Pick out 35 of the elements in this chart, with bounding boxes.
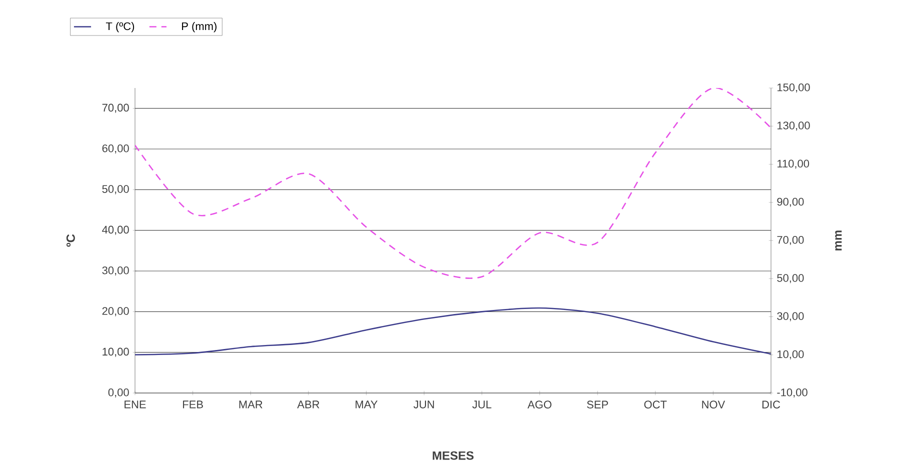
line-series — [135, 307, 772, 356]
legend-label: T (ºC) — [106, 22, 134, 32]
y-tick-label: 70,00 — [102, 104, 129, 113]
y2-tick-label: 110,00 — [778, 160, 810, 169]
x-tick-label: FEB — [183, 400, 203, 408]
y-tick-label: 50,00 — [102, 185, 129, 194]
y2-tick-label: 150,00 — [778, 83, 810, 93]
y2-tick-label: -10,00 — [777, 388, 808, 398]
y2-tick-label: 90,00 — [777, 198, 804, 207]
y-tick-label: 30,00 — [102, 266, 129, 276]
x-tick-label: SEP — [587, 400, 608, 408]
y-tick-label: 40,00 — [102, 226, 129, 235]
x-tick-label: NOV — [702, 400, 726, 408]
legend-label: P (mm) — [182, 22, 216, 32]
y-tick-label: 10,00 — [102, 348, 129, 357]
x-tick-label: MAR — [239, 400, 262, 408]
y2-tick-label: 130,00 — [778, 122, 810, 131]
y-tick-label: 0,00 — [108, 388, 129, 398]
x-tick-label: MAY — [356, 400, 378, 408]
x-tick-label: DIC — [762, 400, 780, 408]
y-tick-label: 60,00 — [102, 144, 129, 154]
x-tick-label: ABR — [297, 400, 320, 408]
y2-tick-label: 50,00 — [777, 274, 804, 284]
y-tick-label: 20,00 — [102, 307, 129, 316]
x-tick-label: OCT — [644, 400, 667, 408]
y2-tick-label: 30,00 — [777, 312, 804, 322]
x-tick-label: JUN — [414, 400, 434, 408]
y-axis-title: ºC — [66, 234, 75, 247]
x-axis-title: MESES — [432, 451, 474, 460]
y2-tick-label: 10,00 — [778, 350, 804, 360]
x-tick-label: ENE — [124, 400, 146, 408]
y2-tick-label: 70,00 — [777, 236, 804, 246]
x-tick-label: JUL — [472, 400, 492, 408]
x-tick-label: AGO — [528, 400, 552, 408]
y2-axis-title: mm — [835, 230, 842, 250]
